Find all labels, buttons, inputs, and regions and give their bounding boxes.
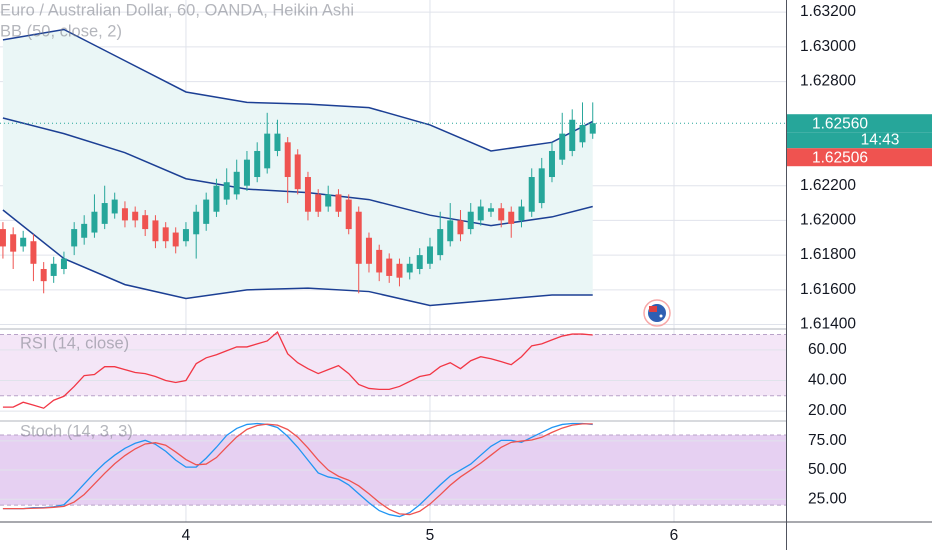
y-tick-label: 1.61800 — [800, 246, 856, 263]
candle-body — [498, 208, 505, 221]
candle-body — [274, 133, 281, 151]
rsi-title: RSI (14, close) — [20, 334, 129, 352]
candle-body — [172, 232, 179, 247]
chart-title: Euro / Australian Dollar, 60, OANDA, Hei… — [0, 1, 354, 19]
candle-body — [335, 194, 342, 212]
candle-body — [457, 220, 464, 235]
candle-body — [365, 237, 372, 264]
x-tick-label: 4 — [182, 527, 191, 544]
y-tick-label: 1.62000 — [800, 211, 856, 228]
band-fill — [0, 334, 786, 396]
y-tick-label: 25.00 — [808, 490, 847, 507]
candle-body — [477, 206, 484, 221]
candle-body — [569, 119, 576, 151]
candle-body — [101, 203, 108, 224]
price-tag — [787, 114, 932, 133]
indicator-title: BB (50, close, 2) — [0, 22, 122, 40]
y-tick-label: 75.00 — [808, 432, 847, 449]
candle-body — [50, 263, 57, 276]
candle-body — [437, 229, 444, 256]
candle-body — [416, 255, 423, 269]
candle-body — [254, 150, 261, 178]
candle-body — [579, 124, 586, 143]
candle-body — [396, 263, 403, 278]
candle-body — [0, 229, 6, 247]
candle-body — [40, 268, 47, 282]
bb-lower — [2, 209, 593, 307]
candle-body — [91, 211, 98, 233]
candle-body — [426, 246, 433, 264]
candle-body — [71, 229, 78, 247]
candle-body — [233, 171, 240, 195]
candle-body — [81, 223, 88, 238]
marks-layer — [0, 28, 786, 518]
background-layer — [0, 0, 786, 522]
y-tick-label: 60.00 — [808, 341, 847, 358]
countdown-tag — [787, 132, 932, 149]
candle-body — [294, 154, 301, 190]
candle-body — [284, 142, 291, 178]
bb-upper — [2, 28, 594, 152]
candle-body — [304, 177, 311, 212]
candle-body — [203, 199, 210, 224]
candle-body — [315, 194, 322, 212]
x-tick-label: 6 — [670, 527, 679, 544]
candle-body — [243, 159, 250, 186]
candle-body — [213, 185, 220, 212]
candle-body — [182, 229, 189, 242]
candle-body — [325, 194, 332, 207]
y-tick-label: 40.00 — [808, 372, 847, 389]
candle-body — [142, 215, 149, 230]
y-tick-label: 1.63200 — [800, 3, 856, 20]
y-tick-label: 1.63000 — [800, 38, 856, 55]
candle-body — [20, 237, 27, 247]
y-tick-label: 1.61600 — [800, 281, 856, 298]
y-tick-label: 20.00 — [808, 402, 847, 419]
candle-body — [60, 258, 67, 269]
price-tag — [787, 148, 932, 167]
candle-body — [132, 211, 139, 221]
y-tick-label: 1.61400 — [800, 316, 856, 333]
candle-body — [162, 227, 169, 242]
candle-body — [559, 133, 566, 160]
candle-body — [467, 211, 474, 230]
y-tick-label: 1.62200 — [800, 177, 856, 194]
candle-body — [355, 211, 362, 264]
candle-body — [111, 199, 118, 214]
candle-body — [508, 211, 515, 224]
stoch-title: Stoch (14, 3, 3) — [20, 422, 133, 440]
candle-body — [264, 133, 271, 169]
candle-body — [406, 263, 413, 273]
candle-body — [30, 241, 37, 264]
candle-body — [193, 211, 200, 235]
countdown-label: 14:43 — [861, 131, 900, 148]
country-flag-icon[interactable] — [643, 299, 671, 327]
candle-body — [538, 168, 545, 204]
candle-body — [223, 182, 230, 200]
candle-body — [152, 220, 159, 242]
candle-body — [518, 206, 525, 221]
price-tag-label: 1.62560 — [812, 115, 868, 132]
indicator-line — [2, 422, 593, 518]
candle-body — [447, 220, 454, 242]
candle-body — [376, 249, 383, 273]
candle-body — [121, 208, 128, 221]
candle-body — [345, 199, 352, 230]
candle-body — [487, 208, 494, 212]
candle-body — [528, 177, 535, 212]
candle-body — [589, 123, 596, 134]
indicator-line — [2, 423, 593, 516]
candle-body — [548, 150, 555, 178]
x-tick-label: 5 — [426, 527, 435, 544]
candle-body — [386, 258, 393, 276]
price-tag-label: 1.62506 — [812, 149, 868, 166]
y-tick-label: 50.00 — [808, 461, 847, 478]
y-tick-label: 1.62800 — [800, 73, 856, 90]
indicator-line — [2, 331, 593, 409]
candle-body — [10, 234, 17, 252]
